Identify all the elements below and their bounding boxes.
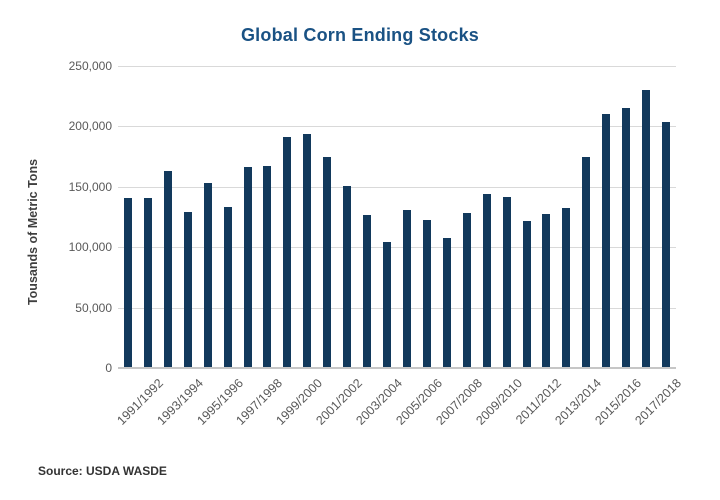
bar [223,206,232,368]
bar [363,215,372,368]
chart-title: Global Corn Ending Stocks [240,25,479,45]
gridline [118,247,676,249]
bar [482,194,491,368]
y-tick-label: 0 [105,361,112,375]
bar [602,113,611,368]
bar [263,166,272,368]
gridline [118,66,676,67]
gridline [118,307,676,309]
bar [622,108,631,368]
bar [343,185,352,368]
bar [283,136,292,368]
y-tick-label: 150,000 [68,179,112,194]
bar [522,220,531,368]
bar [542,213,551,368]
bar [323,156,332,368]
bar [442,237,451,368]
y-tick-label: 250,000 [68,59,112,73]
bar [402,209,411,368]
bar [143,197,152,368]
gridline [118,186,676,188]
bar [642,90,651,368]
source-text: Source: USDA WASDE [38,464,167,478]
bar [183,211,192,368]
bar [502,197,511,368]
bar [662,122,671,368]
y-tick-label: 100,000 [68,240,112,255]
bar [562,207,571,368]
bar [163,171,172,368]
bar [462,213,471,368]
bar [582,157,591,368]
bar [243,167,252,368]
x-axis-line [118,367,676,369]
bar [123,197,132,368]
plot-area [118,66,676,369]
bar [383,242,392,368]
y-tick-label: 200,000 [68,119,112,134]
bar [422,220,431,368]
bar [203,183,212,368]
y-tick-label: 50,000 [75,300,112,315]
gridline [118,126,676,128]
bar [303,133,312,368]
